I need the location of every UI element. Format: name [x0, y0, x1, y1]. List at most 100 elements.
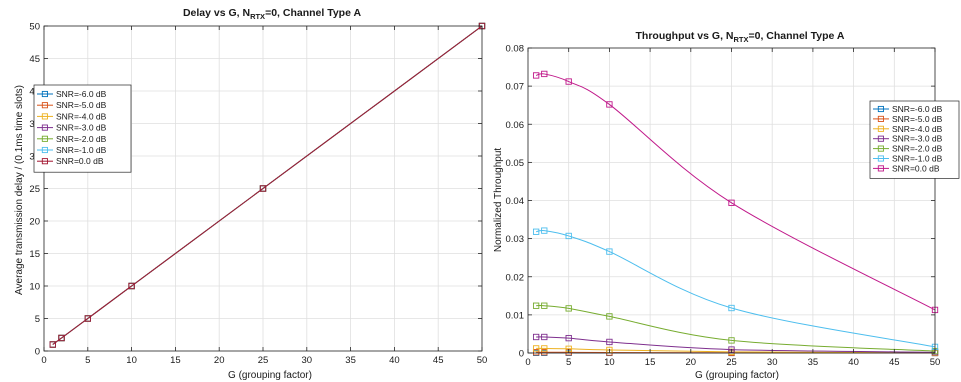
throughput-data-point: [541, 302, 548, 309]
throughput-data-point: [541, 227, 548, 234]
delay-chart-title: Delay vs G, NRTX=0, Channel Type A: [183, 7, 362, 21]
throughput-legend-label: SNR=-4.0 dB: [892, 124, 943, 134]
throughput-data-point: [541, 345, 548, 352]
delay-x-tick-label: 25: [258, 355, 269, 366]
throughput-data-point: [532, 349, 540, 356]
throughput-x-tick-label: 40: [848, 357, 859, 368]
throughput-legend-label: SNR=-6.0 dB: [892, 104, 943, 114]
throughput-legend-marker: [877, 135, 884, 142]
delay-series-line-7: [52, 25, 483, 345]
delay-x-tick-label: 15: [170, 355, 181, 366]
throughput-data-point: [565, 78, 572, 85]
throughput-x-tick-label: 45: [889, 357, 900, 368]
throughput-series-line-4: [536, 336, 936, 353]
throughput-y-tick-label: 0.06: [506, 120, 525, 131]
throughput-data-point: [541, 70, 548, 78]
delay-legend-box: [33, 84, 132, 173]
throughput-data-point: [565, 232, 572, 240]
throughput-x-tick-label: 15: [645, 357, 656, 368]
throughput-series-line-6: [536, 229, 936, 348]
throughput-legend-label: SNR=-1.0 dB: [892, 154, 943, 164]
throughput-x-tick-label: 10: [604, 357, 615, 368]
throughput-legend-label: SNR=0.0 dB: [892, 163, 940, 173]
throughput-chart-x-axis-label: G (grouping factor): [695, 370, 779, 381]
delay-legend-label: SNR=-4.0 dB: [56, 111, 107, 121]
throughput-legend-label: SNR=-3.0 dB: [892, 134, 943, 144]
delay-x-tick-label: 50: [477, 355, 488, 366]
throughput-series-line-5: [536, 305, 936, 352]
throughput-data-point: [606, 338, 613, 346]
delay-legend-marker: [41, 90, 48, 98]
throughput-ticks: 0 5 10 15 20 25 30 35 40 45 50 0 0.01 0.02 0.03 0.04 0.0…: [506, 44, 941, 369]
throughput-data-point: [606, 313, 613, 320]
throughput-data-point: [565, 305, 572, 312]
throughput-data-point: [532, 72, 540, 79]
delay-y-tick-label: 5: [35, 314, 40, 325]
delay-legend-label: SNR=-2.0 dB: [56, 134, 107, 144]
throughput-legend-marker: [877, 125, 884, 132]
throughput-data-point: [728, 337, 735, 344]
delay-legend-marker: [41, 113, 48, 120]
throughput-legend-marker: [877, 155, 884, 162]
delay-legend-marker: [41, 135, 48, 142]
delay-ticks: 0510152025303540455005101520253035404550: [29, 22, 487, 367]
delay-legend-label: SNR=-1.0 dB: [56, 145, 107, 155]
throughput-data-point: [541, 349, 548, 356]
throughput-chart-title: Throughput vs G, NRTX=0, Channel Type A: [636, 30, 845, 44]
throughput-chart: Throughput vs G, NRTX=0, Channel Type A …: [493, 30, 960, 381]
delay-x-tick-label: 45: [433, 355, 444, 366]
throughput-y-tick-label: 0.05: [506, 158, 525, 169]
delay-chart-x-axis-label: G (grouping factor): [228, 370, 312, 381]
throughput-x-tick-label: 5: [566, 357, 571, 368]
delay-chart-title-subscript: RTX: [250, 12, 265, 21]
delay-y-tick-label: 15: [29, 249, 40, 260]
throughput-x-tick-label: 20: [686, 357, 697, 368]
throughput-data-point: [728, 199, 735, 206]
throughput-chart-title-subscript: RTX: [734, 35, 749, 44]
throughput-x-tick-label: 35: [808, 357, 819, 368]
throughput-legend-box: [869, 100, 960, 179]
throughput-y-tick-label: 0.01: [506, 310, 525, 321]
throughput-legend-label: SNR=-5.0 dB: [892, 114, 943, 124]
delay-x-tick-label: 5: [85, 355, 90, 366]
throughput-data-point: [532, 345, 540, 352]
throughput-series-line-7: [535, 73, 936, 311]
delay-x-tick-label: 10: [126, 355, 137, 366]
delay-y-tick-label: 0: [35, 347, 40, 358]
throughput-data-point: [532, 228, 540, 235]
delay-legend-label: SNR=-3.0 dB: [56, 123, 107, 133]
throughput-y-tick-label: 0.04: [506, 196, 525, 207]
throughput-y-tick-label: 0.02: [506, 272, 525, 283]
throughput-data-point: [532, 333, 540, 341]
throughput-data-point: [606, 101, 613, 108]
delay-data-point: [58, 334, 65, 342]
delay-legend-marker: [41, 146, 48, 154]
throughput-data-point: [606, 248, 613, 255]
throughput-x-tick-label: 0: [525, 357, 530, 368]
delay-legend-label: SNR=0.0 dB: [56, 156, 104, 166]
delay-y-tick-label: 45: [29, 54, 40, 65]
delay-chart: Delay vs G, NRTX=0, Channel Type A G (gr…: [14, 7, 487, 381]
delay-y-tick-label: 20: [29, 217, 40, 228]
delay-series-group: [49, 22, 486, 348]
delay-y-tick-label: 25: [29, 184, 40, 195]
throughput-y-tick-label: 0: [519, 349, 524, 360]
throughput-data-point: [532, 302, 540, 309]
throughput-x-tick-label: 25: [726, 357, 737, 368]
throughput-data-point: [565, 334, 572, 342]
throughput-legend-marker: [877, 115, 884, 122]
throughput-y-tick-label: 0.08: [506, 44, 525, 55]
throughput-legend-label: SNR=-2.0 dB: [892, 144, 943, 154]
throughput-chart-y-axis-label: Normalized Throughput: [493, 148, 504, 253]
throughput-data-point: [541, 333, 548, 341]
delay-data-point: [84, 315, 91, 322]
delay-legend-marker: [41, 124, 48, 131]
delay-data-point: [49, 341, 56, 348]
delay-x-tick-label: 20: [214, 355, 225, 366]
delay-legend-marker: [41, 102, 48, 109]
delay-chart-y-axis-label: Average transmission delay / (0.1ms time…: [14, 85, 25, 295]
delay-y-tick-label: 10: [29, 282, 40, 293]
